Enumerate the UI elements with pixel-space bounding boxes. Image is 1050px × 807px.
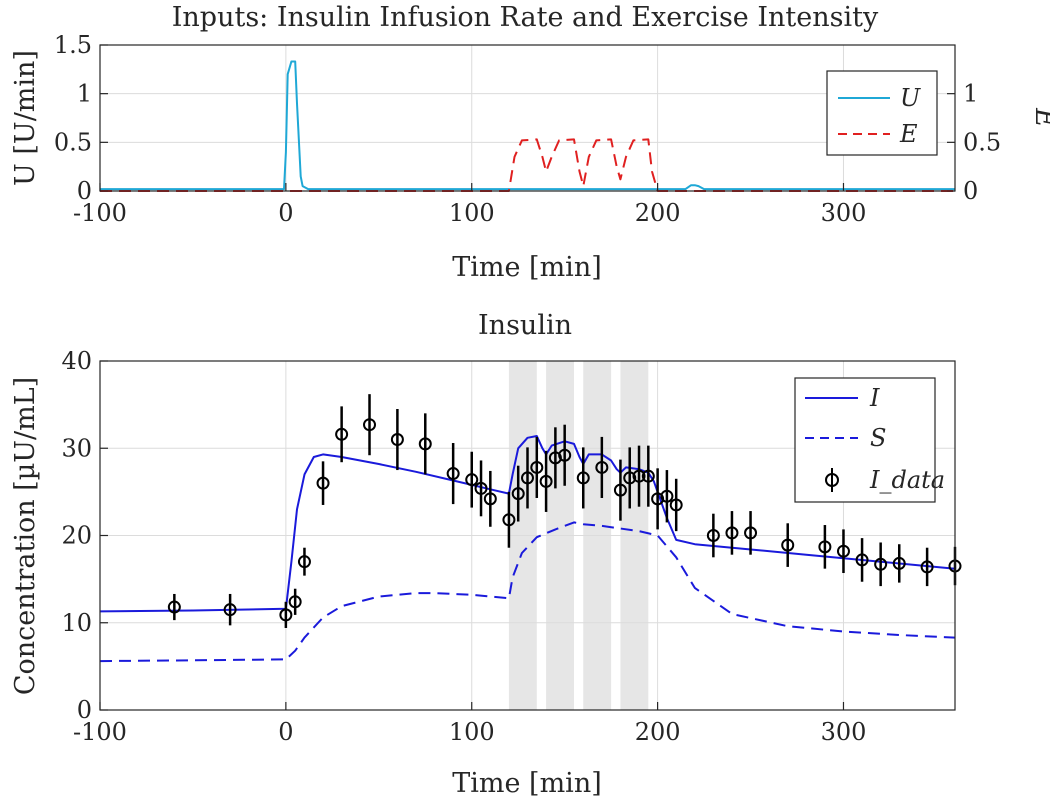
inputs-chart-x-label: Time [min]: [452, 252, 602, 283]
idata-point: [223, 603, 237, 617]
idata-point: [744, 526, 758, 540]
idata-point: [818, 540, 832, 554]
idata-point: [781, 538, 795, 552]
inputs-chart-y-ticks-right: 00.51: [947, 80, 1001, 205]
legend-label-idata: I_data: [869, 466, 945, 494]
inputs-chart: Inputs: Insulin Infusion Rate and Exerci…: [10, 2, 1050, 283]
idata-point: [855, 553, 869, 567]
idata-point: [641, 469, 655, 483]
idata-point: [279, 608, 293, 622]
y-tick-label: 0: [77, 696, 92, 724]
inputs-chart-axes-box: [99, 44, 956, 192]
idata-point: [660, 489, 674, 503]
idata-point: [297, 555, 311, 569]
idata-point: [595, 460, 609, 474]
x-tick-label: 0: [278, 199, 293, 227]
x-tick-label: 300: [821, 199, 867, 227]
series-line-u: [100, 60, 955, 191]
x-tick-label: -100: [73, 718, 127, 746]
x-tick-label: 200: [635, 199, 681, 227]
idata-point: [502, 513, 516, 527]
idata-point: [446, 467, 460, 481]
idata-point: [632, 469, 646, 483]
y-tick-label: 30: [61, 434, 92, 462]
idata-point: [465, 473, 479, 487]
inputs-chart-y-ticks: 0 0.5 1 1.5: [54, 31, 108, 205]
x-tick-label: 100: [449, 199, 495, 227]
idata-point: [483, 492, 497, 506]
idata-point: [623, 471, 637, 485]
y-tick-label: 10: [61, 609, 92, 637]
inputs-chart-series: [100, 60, 955, 192]
y-tick-label: 40: [61, 347, 92, 375]
legend-marker-idata: [825, 473, 839, 487]
insulin-chart-x-ticks: -100 0 100 200 300: [73, 702, 866, 746]
idata-point: [288, 595, 302, 609]
idata-point: [706, 529, 720, 542]
idata-point: [363, 418, 377, 432]
idata-point: [576, 471, 590, 485]
y-right-tick-label: 0.5: [963, 128, 1001, 156]
inputs-chart-y-label-right: E: [1029, 107, 1050, 128]
y-tick-label: 20: [61, 522, 92, 550]
idata-point: [167, 600, 181, 614]
insulin-chart-series: [99, 394, 962, 663]
x-tick-label: 200: [635, 718, 681, 746]
series-line-s: [99, 521, 956, 663]
inputs-chart-legend: U E: [826, 70, 938, 156]
idata-point: [836, 544, 850, 558]
idata-point: [418, 437, 432, 451]
idata-point: [539, 474, 553, 488]
series-line-i: [99, 435, 956, 613]
legend-label-i: I: [869, 384, 880, 412]
inputs-chart-x-ticks: -100 0 100 200 300: [73, 183, 866, 227]
idata-point: [558, 448, 572, 462]
legend-label-e: E: [899, 120, 918, 148]
inputs-chart-grid: [100, 45, 955, 191]
idata-point: [511, 487, 525, 501]
x-tick-label: -100: [73, 199, 127, 227]
idata-point: [530, 460, 544, 474]
inputs-chart-title: Inputs: Insulin Infusion Rate and Exerci…: [172, 2, 879, 33]
idata-point: [874, 557, 888, 571]
y-right-tick-label: 0: [963, 177, 978, 205]
idata-point: [335, 427, 349, 441]
insulin-chart-y-label: Concentration [µU/mL]: [10, 377, 41, 695]
idata-point: [474, 481, 488, 495]
y-tick-label: 0: [77, 177, 92, 205]
idata-point: [521, 471, 534, 485]
idata-point: [316, 476, 330, 490]
idata-point: [613, 483, 627, 497]
idata-point: [892, 556, 906, 570]
idata-point: [920, 560, 934, 574]
x-tick-label: 300: [821, 718, 867, 746]
x-tick-label: 0: [278, 718, 293, 746]
insulin-chart-title: Insulin: [478, 310, 572, 341]
legend-label-u: U: [900, 84, 921, 112]
idata-point: [725, 526, 739, 540]
insulin-chart-y-ticks: 0 10 20 30 40: [61, 347, 108, 724]
insulin-chart-legend: I S I_data: [794, 377, 945, 503]
x-tick-label: 100: [449, 718, 495, 746]
idata-point: [390, 433, 404, 447]
y-right-tick-label: 1: [963, 80, 978, 108]
y-tick-label: 0.5: [54, 128, 92, 156]
inputs-chart-legend-box: [826, 70, 938, 156]
inputs-chart-y-label: U [U/min]: [10, 50, 41, 186]
y-tick-label: 1.5: [54, 31, 92, 59]
y-tick-label: 1: [77, 80, 92, 108]
insulin-chart-x-label: Time [min]: [452, 768, 602, 799]
legend-label-s: S: [870, 424, 886, 452]
idata-point: [669, 498, 683, 512]
